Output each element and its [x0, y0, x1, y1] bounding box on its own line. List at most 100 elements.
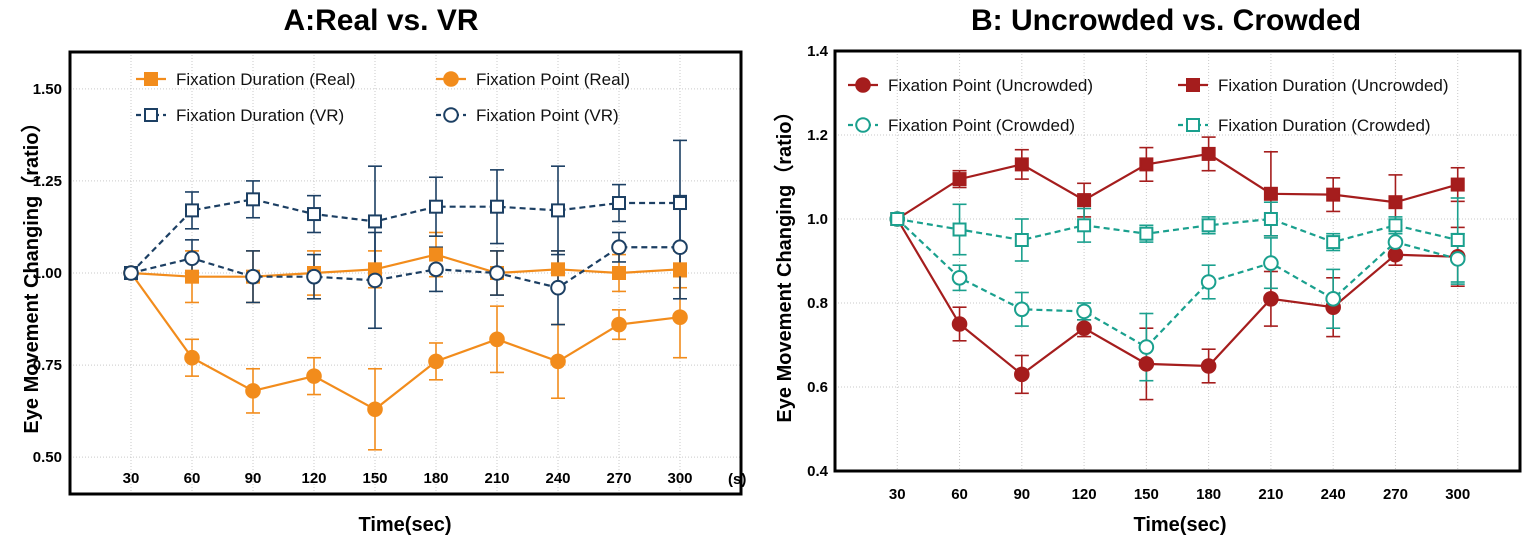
data-point [1076, 303, 1092, 320]
legend-label: Fixation Point (Real) [476, 70, 630, 89]
data-point [429, 199, 443, 214]
data-point [245, 268, 261, 285]
data-point [550, 279, 566, 296]
series-lines [896, 152, 1459, 376]
data-point [246, 192, 260, 207]
data-point [306, 268, 322, 285]
data-point [1014, 233, 1029, 247]
data-point [672, 239, 688, 256]
series-line [130, 253, 681, 278]
series-line [130, 246, 680, 289]
data-point [890, 212, 905, 226]
legend-entry: Fixation Duration (VR) [136, 106, 344, 125]
data-point [367, 272, 383, 289]
data-point [1077, 218, 1092, 233]
legend-marker [144, 108, 158, 122]
x-axis-label: Time(sec) [1133, 514, 1226, 536]
y-tick-label: 0.6 [807, 379, 828, 396]
legend: Fixation Duration (Real) Fixation Point (… [136, 70, 630, 125]
data-point [1449, 251, 1466, 267]
x-tick-label: 90 [1013, 486, 1030, 503]
x-tick-label: 30 [889, 486, 906, 503]
data-point [185, 269, 199, 284]
y-tick-label: 0.8 [807, 295, 828, 312]
data-point [489, 265, 505, 281]
data-point [1200, 358, 1217, 374]
data-point [1138, 356, 1155, 372]
y-tick-label: 0.50 [33, 449, 62, 466]
x-tick-label: 150 [362, 470, 387, 487]
data-point [1076, 320, 1092, 337]
y-tick-label: 1.25 [33, 173, 62, 190]
series-line [896, 152, 1459, 220]
data-point [428, 261, 444, 278]
data-point [307, 207, 321, 222]
data-point [1138, 339, 1155, 355]
gridlines [835, 50, 1520, 472]
data-point [612, 196, 626, 211]
legend-entry: Fixation Point (Crowded) [848, 116, 1075, 135]
data-point [1388, 195, 1403, 210]
y-tick-label: 0.75 [33, 357, 62, 374]
legend-entry: Fixation Duration (Real) [136, 70, 356, 89]
series-line [130, 198, 680, 274]
x-tick-label: 150 [1134, 486, 1159, 503]
data-point [306, 368, 322, 384]
data-point [490, 199, 504, 214]
data-point [185, 203, 199, 218]
data-point [1014, 366, 1030, 383]
data-point [1200, 274, 1217, 290]
x-tick-label: 210 [1258, 486, 1283, 503]
legend-entry: Fixation Point (VR) [436, 106, 619, 125]
data-point [1450, 233, 1465, 247]
legend-marker [1186, 78, 1200, 92]
series-line [896, 218, 1458, 376]
legend-marker [144, 72, 158, 86]
y-axis-label: Eye Movement Changing（ratio） [773, 101, 796, 422]
data-point [1077, 193, 1092, 208]
data-point [673, 262, 687, 277]
series-lines [130, 198, 681, 411]
x-tick-label: 90 [245, 470, 262, 487]
data-point [1014, 301, 1030, 318]
x-tick-label: 60 [184, 470, 201, 487]
y-axis-label: Eye Movement Changing（ratio） [20, 112, 43, 433]
chart-title: B: Uncrowded vs. Crowded [971, 4, 1361, 37]
data-point [1139, 157, 1154, 172]
data-point [245, 383, 261, 399]
data-point [951, 316, 968, 332]
data-point [952, 222, 967, 237]
data-point [184, 250, 200, 267]
x-tick-label: 60 [951, 486, 968, 503]
data-point [1263, 255, 1279, 271]
data-point [123, 265, 139, 281]
legend-label: Fixation Duration (Uncrowded) [1218, 76, 1449, 95]
legend-entry: Fixation Duration (Uncrowded) [1178, 76, 1449, 95]
data-point [489, 331, 505, 348]
x-tick-label: 210 [484, 470, 509, 487]
legend: Fixation Point (Uncrowded) Fixation Durat… [848, 76, 1449, 135]
x-tick-label: 180 [1196, 486, 1221, 503]
tick-labels: 30 60 90 120 150 180 210 240 270 300 0.50 0.75 1.00 1… [33, 81, 693, 487]
plot-frame [68, 50, 743, 496]
x-tick-label: 300 [1445, 486, 1470, 503]
legend-marker [855, 77, 871, 93]
x-tick-label: 120 [301, 470, 326, 487]
data-point [551, 203, 565, 218]
data-point [673, 196, 687, 211]
plot-frame [833, 49, 1522, 473]
data-point [1263, 186, 1278, 201]
data-point [550, 353, 566, 370]
x-unit-label: (s) [728, 471, 746, 488]
data-point [367, 401, 383, 418]
data-point [184, 349, 200, 366]
y-tick-label: 1.50 [33, 81, 62, 98]
legend-entry: Fixation Point (Real) [436, 70, 630, 89]
data-point [1325, 291, 1341, 307]
legend-entry: Fixation Duration (Crowded) [1178, 116, 1431, 135]
data-point [1263, 291, 1279, 307]
series-line [896, 218, 1459, 349]
gridlines [70, 52, 741, 494]
x-tick-label: 30 [123, 470, 140, 487]
